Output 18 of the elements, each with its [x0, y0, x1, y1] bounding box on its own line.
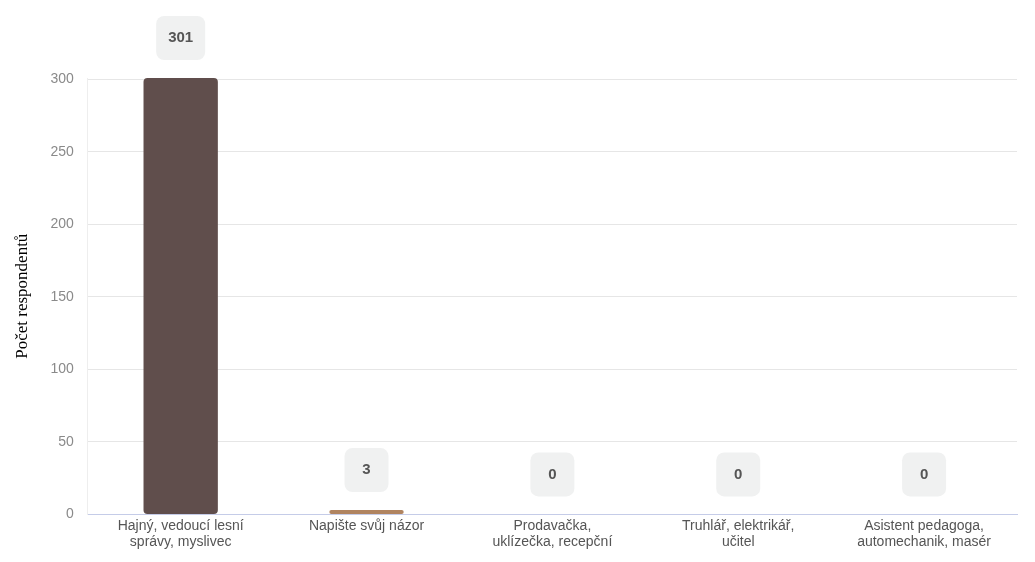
y-tick-label: 250: [50, 142, 74, 159]
data-label: 0: [734, 464, 743, 482]
y-tick-label: 200: [50, 215, 74, 232]
data-label: 0: [919, 464, 929, 482]
y-tick-label: 300: [50, 70, 74, 87]
data-label: 0: [548, 464, 557, 482]
x-tick-label: Hajný, vedoucí lesní správy, myslivec: [117, 516, 244, 550]
x-tick-label: Asistent pedagoga, automechanik, masér: [857, 516, 992, 550]
x-tick-label: Napište svůj názor: [308, 516, 425, 533]
y-tick-label: 150: [50, 287, 74, 304]
data-label: 3: [362, 460, 371, 478]
x-tick-label: Prodavačka, uklízečka, recepční: [492, 516, 613, 550]
data-label: 301: [168, 28, 194, 46]
y-tick-label: 50: [58, 432, 74, 449]
y-tick-label: 0: [65, 505, 74, 522]
x-tick-label: Truhlář, elektrikář, učitel: [682, 516, 795, 550]
y-axis-title: Počet respondentů: [11, 233, 31, 359]
y-tick-label: 100: [50, 360, 74, 377]
